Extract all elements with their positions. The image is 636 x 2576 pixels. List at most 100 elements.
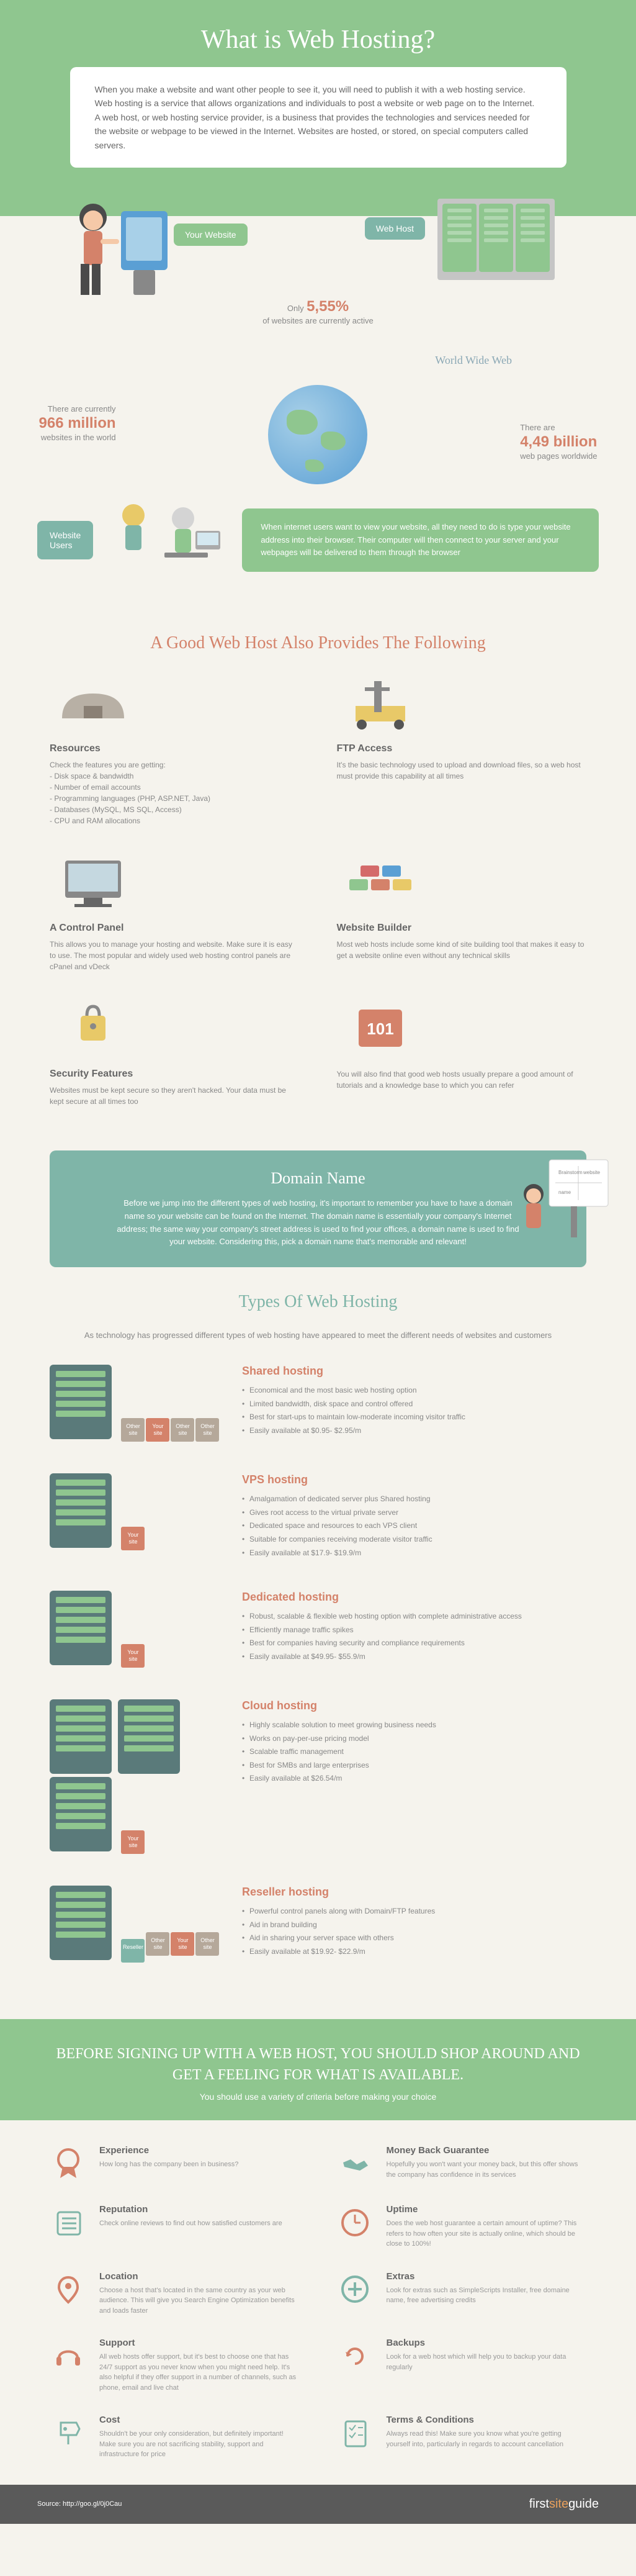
site-block: Yoursite — [121, 1830, 145, 1854]
criteria-desc: Always read this! Make sure you know wha… — [387, 2429, 587, 2449]
bullet: Economical and the most basic web hostin… — [242, 1384, 465, 1398]
criteria-item: Terms & Conditions Always read this! Mak… — [337, 2415, 587, 2460]
criteria-text: Uptime Does the web host guarantee a cer… — [387, 2204, 587, 2249]
hosting-bullets: Robust, scalable & flexible web hosting … — [242, 1610, 522, 1663]
whiteboard-illustration: Brainstorm website name — [512, 1157, 611, 1250]
footer-logo: firstsiteguide — [529, 2497, 599, 2511]
bullet: Easily available at $17.9- $19.9/m — [242, 1547, 432, 1560]
criteria-desc: Look for a web host which will help you … — [387, 2352, 587, 2372]
bullet: Amalgamation of dedicated server plus Sh… — [242, 1493, 432, 1506]
price-icon — [50, 2415, 87, 2452]
criteria-text: Reputation Check online reviews to find … — [99, 2204, 282, 2249]
header-section: What is Web Hosting? When you make a web… — [0, 0, 636, 360]
hosting-item: Yoursite Cloud hosting Highly scalable s… — [50, 1699, 586, 1855]
site-grid: Yoursite — [120, 1643, 145, 1668]
users-info: When internet users want to view your we… — [242, 508, 599, 572]
bullet: Scalable traffic management — [242, 1745, 436, 1759]
ribbon-icon — [50, 2145, 87, 2182]
hosting-graphic: Yoursite — [50, 1699, 223, 1855]
hosting-name: Shared hosting — [242, 1365, 465, 1378]
hosting-title: Types Of Web Hosting — [50, 1292, 586, 1312]
criteria-desc: Check online reviews to find out how sat… — [99, 2218, 282, 2229]
feature-desc: You will also find that good web hosts u… — [337, 1069, 587, 1091]
feature-desc: Most web hosts include some kind of site… — [337, 939, 587, 961]
criteria-sub: You should use a variety of criteria bef… — [50, 2092, 586, 2102]
hosting-content: Cloud hosting Highly scalable solution t… — [242, 1699, 436, 1786]
feature-title: Resources — [50, 743, 300, 754]
criteria-text: Money Back Guarantee Hopefully you won't… — [387, 2145, 587, 2182]
active-stat: Only 5,55% of websites are currently act… — [262, 298, 373, 327]
bullet: Suitable for companies receiving moderat… — [242, 1533, 432, 1547]
web-host-label: Web Host — [365, 217, 425, 240]
feature-item: 101 You will also find that good web host… — [337, 997, 587, 1107]
users-illustration — [105, 497, 230, 584]
hosting-content: VPS hosting Amalgamation of dedicated se… — [242, 1473, 432, 1560]
criteria-desc: Choose a host that's located in the same… — [99, 2285, 300, 2316]
pin-icon — [50, 2271, 87, 2308]
feature-title: Security Features — [50, 1069, 300, 1080]
hosting-list: OthersiteYoursiteOthersiteOthersite Shar… — [50, 1365, 586, 1963]
criteria-desc: Look for extras such as SimpleScripts In… — [387, 2285, 587, 2306]
criteria-item: Extras Look for extras such as SimpleScr… — [337, 2271, 587, 2316]
globe-stats: There are currently 966 million websites… — [39, 385, 598, 484]
criteria-heading: BEFORE SIGNING UP WITH A WEB HOST, YOU S… — [50, 2044, 586, 2086]
refresh-icon — [337, 2338, 374, 2375]
bullet: Easily available at $19.92- $22.9/m — [242, 1945, 435, 1959]
users-row: Website Users When internet users want t… — [37, 497, 599, 584]
feature-icon — [337, 851, 424, 913]
hosting-name: VPS hosting — [242, 1473, 432, 1486]
hosting-name: Reseller hosting — [242, 1886, 435, 1899]
bullet: Efficiently manage traffic spikes — [242, 1624, 522, 1637]
criteria-text: Terms & Conditions Always read this! Mak… — [387, 2415, 587, 2460]
bullet: Gives root access to the virtual private… — [242, 1506, 432, 1520]
feature-item: ResourcesCheck the features you are gett… — [50, 672, 300, 826]
criteria-title: Support — [99, 2338, 300, 2348]
feature-title: FTP Access — [337, 743, 587, 754]
criteria-desc: How long has the company been in busines… — [99, 2159, 238, 2170]
domain-title: Domain Name — [68, 1169, 568, 1188]
stat-websites: There are currently 966 million websites… — [39, 385, 116, 484]
criteria-item: Reputation Check online reviews to find … — [50, 2204, 300, 2249]
svg-text:101: 101 — [367, 1019, 393, 1038]
feature-item: Security Features Websites must be kept s… — [50, 997, 300, 1107]
feature-item: A Control PanelThis allows you to manage… — [50, 851, 300, 972]
criteria-title: Money Back Guarantee — [387, 2145, 587, 2156]
www-label: World Wide Web — [435, 354, 512, 367]
site-grid: OthersiteYoursiteOthersiteOthersite — [120, 1417, 220, 1442]
criteria-item: Cost Shouldn't be your only consideratio… — [50, 2415, 300, 2460]
hosting-item: Yoursite VPS hosting Amalgamation of ded… — [50, 1473, 586, 1560]
hosting-content: Shared hosting Economical and the most b… — [242, 1365, 465, 1437]
headset-icon — [50, 2338, 87, 2375]
features-title: A Good Web Host Also Provides The Follow… — [50, 633, 586, 653]
bullet: Aid in brand building — [242, 1918, 435, 1932]
feature-item: FTP AccessIt's the basic technology used… — [337, 672, 587, 826]
features-section: A Good Web Host Also Provides The Follow… — [0, 633, 636, 1132]
svg-text:website: website — [583, 1170, 601, 1175]
feature-desc: This allows you to manage your hosting a… — [50, 939, 300, 972]
domain-banner: Domain Name Before we jump into the diff… — [50, 1150, 586, 1267]
hosting-name: Dedicated hosting — [242, 1591, 522, 1604]
hosting-item: OthersiteYoursiteOthersiteOthersite Shar… — [50, 1365, 586, 1442]
site-block: Yoursite — [171, 1932, 194, 1956]
bullet: Powerful control panels along with Domai… — [242, 1905, 435, 1918]
hosting-graphic: Yoursite — [50, 1591, 223, 1668]
site-block: Othersite — [146, 1932, 169, 1956]
site-block: Othersite — [195, 1418, 219, 1442]
criteria-desc: Shouldn't be your only consideration, bu… — [99, 2429, 300, 2460]
site-block: Yoursite — [121, 1527, 145, 1550]
bullet: Easily available at $26.54/m — [242, 1772, 436, 1786]
bullet: Robust, scalable & flexible web hosting … — [242, 1610, 522, 1624]
hosting-bullets: Powerful control panels along with Domai… — [242, 1905, 435, 1958]
bullet: Limited bandwidth, disk space and contro… — [242, 1398, 465, 1411]
site-block: Othersite — [171, 1418, 194, 1442]
globe-icon — [268, 385, 367, 484]
feature-desc: Websites must be kept secure so they are… — [50, 1085, 300, 1107]
criteria-title: Cost — [99, 2415, 300, 2425]
criteria-desc: Hopefully you won't want your money back… — [387, 2159, 587, 2180]
hosting-types-section: Types Of Web Hosting As technology has p… — [0, 1292, 636, 2019]
feature-icon — [50, 851, 137, 913]
site-block: Yoursite — [121, 1644, 145, 1668]
feature-icon — [337, 672, 424, 734]
bullet: Easily available at $49.95- $55.9/m — [242, 1650, 522, 1664]
site-grid: ResellerOthersiteYoursiteOthersite — [120, 1932, 220, 1963]
